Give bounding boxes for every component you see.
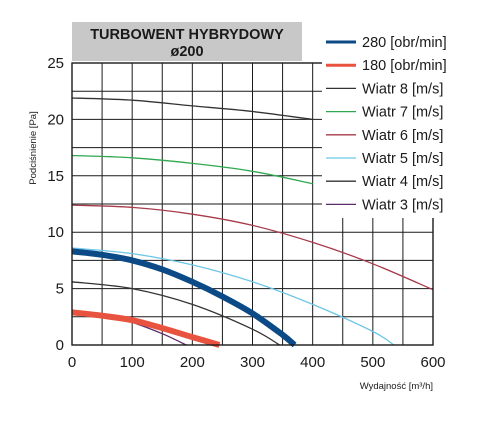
legend-label: 280 [obr/min] (362, 35, 447, 51)
y-tick-label: 10 (47, 224, 64, 241)
chart-title: TURBOWENT HYBRYDOWY (90, 27, 284, 43)
x-tick-label: 400 (300, 354, 325, 371)
x-axis-label: Wydajność [m³/h] (360, 381, 433, 392)
x-tick-label: 0 (68, 354, 76, 371)
legend-label: Wiatr 3 [m/s] (362, 197, 443, 213)
title-box (72, 22, 302, 61)
x-tick-label: 200 (180, 354, 205, 371)
series-line-4 (71, 204, 434, 291)
legend-box (322, 30, 462, 218)
chart-subtitle: ø200 (170, 44, 203, 60)
ticks: 0 100 200 300 400 500 600 0 5 10 15 20 25 (47, 55, 445, 371)
series-line-0 (71, 248, 297, 348)
legend: 280 [obr/min] 180 [obr/min] Wiatr 8 [m/s] W… (326, 35, 447, 213)
legend-label: Wiatr 7 [m/s] (362, 105, 443, 121)
y-tick-label: 0 (56, 337, 64, 354)
x-tick-label: 100 (120, 354, 145, 371)
x-tick-label: 600 (420, 354, 445, 371)
series-line-5 (71, 247, 395, 346)
x-tick-label: 500 (360, 354, 385, 371)
legend-label: Wiatr 5 [m/s] (362, 151, 443, 167)
y-tick-label: 5 (56, 281, 64, 298)
series-line-1 (71, 309, 221, 348)
legend-label: 180 [obr/min] (362, 58, 447, 74)
y-axis-label: Podciśnienie [Pa] (28, 111, 39, 184)
series-line-3 (71, 154, 313, 185)
x-tick-label: 300 (240, 354, 265, 371)
legend-label: Wiatr 4 [m/s] (362, 174, 443, 190)
series-line-6 (71, 281, 280, 346)
series-line-2 (71, 97, 313, 121)
y-tick-label: 20 (47, 111, 64, 128)
y-tick-label: 15 (47, 168, 64, 185)
y-tick-label: 25 (47, 55, 64, 72)
legend-label: Wiatr 8 [m/s] (362, 81, 443, 97)
series-lines (71, 97, 434, 348)
legend-label: Wiatr 6 [m/s] (362, 128, 443, 144)
